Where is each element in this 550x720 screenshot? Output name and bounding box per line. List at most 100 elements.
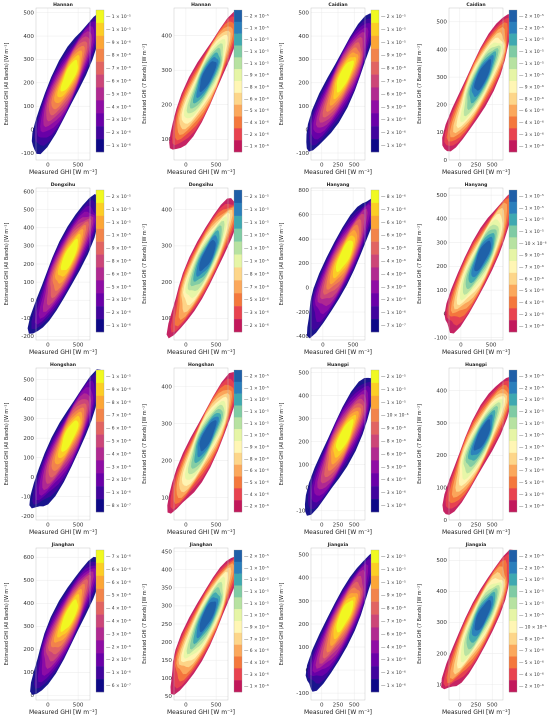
colorbar-tick-label: — 5 × 10⁻⁶ — [106, 439, 131, 445]
y-tick-label: 300 — [298, 416, 309, 422]
colorbar-segment — [96, 113, 104, 127]
density-contour-level-11 — [60, 599, 78, 632]
colorbar-segment — [508, 644, 517, 657]
y-tick-label: 500 — [436, 20, 447, 26]
colorbar-tick-label: — 2 × 10⁻⁵ — [244, 194, 269, 200]
y-tick-label: 0 — [305, 486, 309, 492]
colorbar-tick-label: — 7 × 10⁻⁶ — [381, 207, 406, 213]
colorbar-segment — [233, 45, 242, 58]
y-tick-label: 500 — [298, 370, 309, 376]
axes-frame — [448, 367, 503, 521]
y-tick-label: -100 — [434, 335, 447, 341]
colorbar-tick-label: — 8 × 10⁻⁶ — [106, 53, 131, 59]
colorbar-segment — [508, 92, 517, 105]
density-contour-level-11 — [336, 60, 354, 93]
y-axis-label: Estimated GHI (All Bands) [W m⁻²] — [279, 223, 285, 306]
colorbar-segment — [371, 460, 379, 474]
colorbar-tick-label: — 1 × 10⁻⁵ — [244, 207, 269, 213]
colorbar-tick-label: — 2 × 10⁻⁵ — [519, 409, 544, 415]
colorbar-segment — [96, 126, 104, 140]
colorbar-tick-label: — 3 × 10⁻⁶ — [381, 490, 406, 496]
axes-frame — [448, 547, 503, 701]
colorbar-segment — [233, 254, 242, 268]
colorbar-segment — [233, 632, 242, 645]
y-tick-label: 100 — [436, 288, 447, 294]
y-tick-label: 800 — [298, 188, 309, 194]
x-tick-label: 500 — [73, 523, 84, 529]
colorbar-tick-label: — 6 × 10⁻⁶ — [244, 96, 269, 102]
y-tick-label: 400 — [298, 237, 309, 243]
y-tick-label: 400 — [298, 34, 309, 40]
colorbar-segment — [96, 61, 104, 75]
colorbar-tick-label: — 3 × 10⁻⁶ — [106, 297, 131, 303]
heatmap-panel-10: 100 200 300 400 0 500 Hongshan Measured GHI [W … — [138, 360, 276, 540]
density-contour-level-12 — [474, 599, 491, 631]
colorbar-segment — [371, 306, 379, 320]
colorbar-segment — [371, 61, 379, 75]
colorbar-tick-label: — 1 × 10⁻⁵ — [519, 444, 544, 450]
colorbar-segment — [508, 201, 517, 214]
colorbar-tick-label: — 1 × 10⁻⁵ — [244, 409, 269, 415]
colorbar-tick-label: — 7 × 10⁻⁶ — [381, 79, 406, 85]
colorbar-tick-label: — 2 × 10⁻⁵ — [519, 25, 544, 31]
kde-chart-13: 0 100 200 300 400 500 600 0 500 Jianghan Measured … — [4, 542, 131, 716]
kde-chart-4: 0 100 200 300 400 500 0 250 500 Caidian Measured G… — [417, 2, 544, 176]
colorbar-segment — [371, 395, 379, 409]
colorbar-segment — [371, 74, 379, 88]
colorbar-segment — [96, 499, 104, 513]
y-tick-label: 300 — [23, 416, 34, 422]
colorbar-segment — [371, 562, 379, 577]
colorbar-tick-label: — 4 × 10⁻⁶ — [106, 619, 131, 625]
colorbar-frame — [370, 9, 380, 153]
colorbar-segment — [508, 597, 517, 610]
colorbar-tick-label: — 2 × 10⁻⁶ — [106, 644, 131, 650]
colorbar-segment — [508, 190, 517, 203]
x-tick-label: 500 — [485, 343, 496, 349]
colorbar-segment — [371, 126, 379, 140]
x-tick-label: 500 — [486, 703, 497, 709]
colorbar-tick-label: — 1 × 10⁻⁵ — [381, 567, 406, 573]
y-tick-label: 50 — [164, 694, 172, 700]
x-axis-label: Measured GHI [W m⁻²] — [442, 169, 510, 176]
colorbar-tick-label: — 4 × 10⁻⁶ — [519, 672, 544, 678]
y-tick-label: 300 — [436, 75, 447, 81]
colorbar-frame — [370, 369, 380, 513]
y-tick-label: 300 — [161, 244, 172, 250]
colorbar-segment — [508, 656, 517, 669]
colorbar-tick-label: — 9 × 10⁻⁶ — [381, 593, 406, 599]
colorbar-tick-label: — 9 × 10⁻⁶ — [106, 246, 131, 252]
density-contour-level-12 — [198, 240, 216, 272]
colorbar-tick-label: — 2 × 10⁻⁶ — [381, 130, 406, 136]
colorbar-tick-label: — 3 × 10⁻⁶ — [381, 657, 406, 663]
colorbar-tick-label: — 5 × 10⁻⁶ — [106, 284, 131, 290]
colorbar-segment — [508, 45, 517, 58]
colorbar-segment — [233, 405, 242, 418]
colorbar-tick-label: — 8 × 10⁻⁶ — [519, 636, 544, 642]
heatmap-panel-11: -100 0 100 200 300 400 500 0 250 500 Huangpi Measur… — [275, 360, 413, 540]
colorbar-tick-label: — 4 × 10⁻⁶ — [106, 451, 131, 457]
colorbar-tick-label: — 6 × 10⁻⁶ — [381, 631, 406, 637]
colorbar-tick-label: — 1 × 10⁻⁶ — [381, 143, 406, 149]
heatmap-panel-13: 0 100 200 300 400 500 600 0 500 Jianghan Measured … — [0, 540, 138, 720]
colorbar-segment — [233, 609, 242, 622]
density-contour-level-11 — [336, 600, 354, 633]
colorbar-segment — [508, 69, 517, 82]
colorbar-segment — [508, 393, 517, 406]
axes-frame — [173, 367, 228, 521]
colorbar-frame — [95, 369, 105, 513]
colorbar-tick-label: — 6 × 10⁻⁶ — [519, 276, 544, 282]
colorbar-segment — [233, 128, 242, 141]
colorbar-segment — [371, 575, 379, 589]
heatmap-panel-9: -200 -100 0 100 200 300 400 500 0 500 Hongshan Meas… — [0, 360, 138, 540]
colorbar-tick-label: — 9 × 10⁻⁶ — [381, 426, 406, 432]
colorbar-tick-label: — 1 × 10⁻⁵ — [244, 385, 269, 391]
x-tick-label: 250 — [333, 523, 344, 529]
colorbar-frame — [508, 189, 517, 333]
colorbar-tick-label: — 8 × 10⁻⁶ — [244, 271, 269, 277]
x-axis-label: Measured GHI [W m⁻²] — [29, 349, 97, 356]
colorbar-segment — [508, 500, 517, 513]
y-tick-label: 300 — [23, 244, 34, 250]
colorbar-tick-label: — 6 × 10⁻⁶ — [106, 79, 131, 85]
colorbar-segment — [233, 241, 242, 255]
colorbar-segment — [96, 306, 104, 320]
